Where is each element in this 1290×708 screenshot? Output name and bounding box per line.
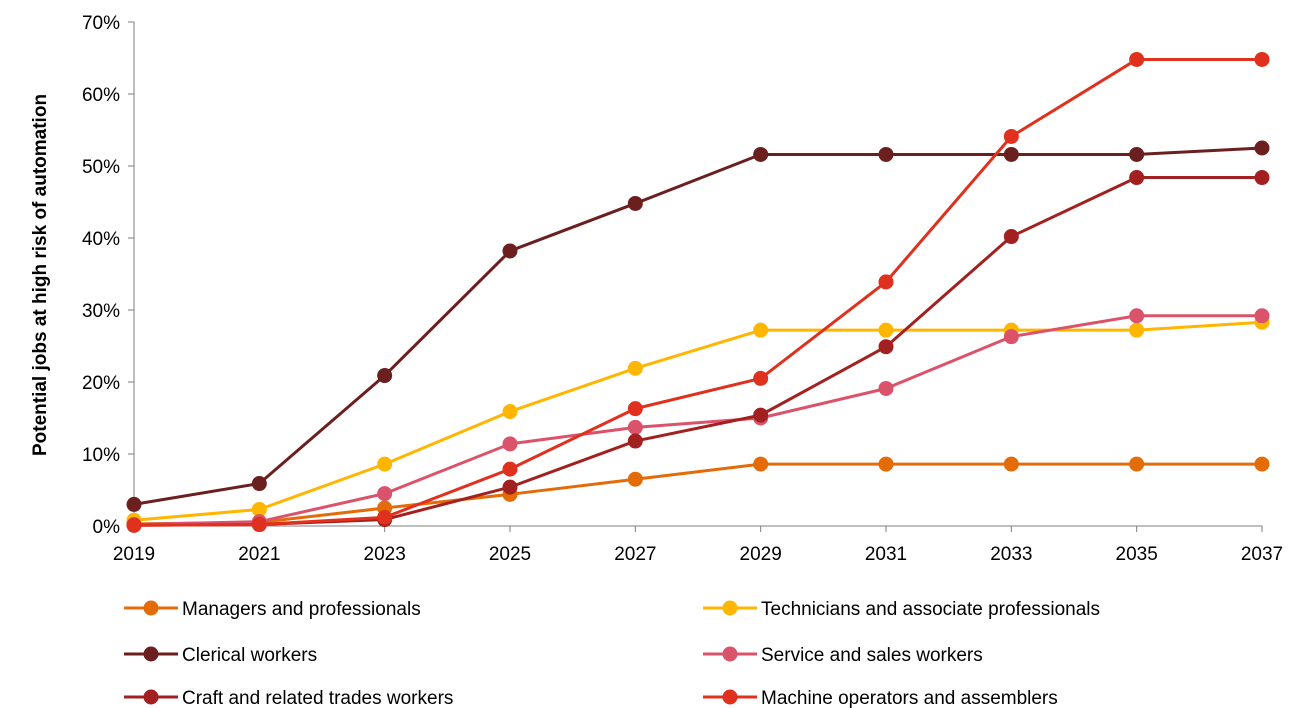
legend-label: Service and sales workers — [761, 645, 983, 666]
x-tick-label: 2033 — [990, 544, 1032, 565]
legend-label: Technicians and associate professionals — [761, 599, 1100, 620]
data-point — [1129, 456, 1145, 472]
data-point — [1129, 146, 1145, 162]
data-point — [251, 476, 267, 492]
data-point — [1003, 146, 1019, 162]
series-3 — [126, 308, 1270, 533]
x-tick-label: 2025 — [489, 544, 531, 565]
y-tick-label: 40% — [82, 229, 120, 250]
data-point — [1003, 456, 1019, 472]
data-point — [1254, 51, 1270, 67]
legend-label: Clerical workers — [182, 645, 317, 666]
legend: Managers and professionals Technicians an… — [124, 599, 1100, 708]
series-layer — [126, 51, 1270, 533]
y-tick-label: 70% — [82, 13, 120, 34]
data-point — [753, 322, 769, 338]
legend-item: Technicians and associate professionals — [703, 599, 1100, 620]
y-tick-label: 10% — [82, 445, 120, 466]
data-point — [878, 380, 894, 396]
data-point — [502, 479, 518, 495]
series-line — [133, 320, 1263, 522]
y-tick-label: 30% — [82, 301, 120, 322]
x-tick-label: 2035 — [1116, 544, 1158, 565]
x-tick-label: 2023 — [364, 544, 406, 565]
data-point — [126, 517, 142, 533]
data-point — [1129, 51, 1145, 67]
data-point — [377, 509, 393, 525]
legend-label: Managers and professionals — [182, 599, 421, 620]
data-point — [502, 436, 518, 452]
data-point — [126, 496, 142, 512]
data-point — [1003, 329, 1019, 345]
data-point — [627, 401, 643, 417]
x-tick-label: 2037 — [1241, 544, 1283, 565]
series-2 — [126, 140, 1270, 512]
data-point — [502, 404, 518, 420]
series-line — [133, 314, 1262, 527]
legend-swatch-marker — [143, 600, 159, 616]
data-point — [627, 419, 643, 435]
data-point — [502, 461, 518, 477]
data-point — [627, 195, 643, 211]
data-point — [878, 339, 894, 355]
data-point — [1254, 308, 1270, 324]
legend-label: Machine operators and assemblers — [761, 688, 1058, 708]
series-4 — [126, 170, 1270, 533]
data-point — [878, 146, 894, 162]
legend-item: Service and sales workers — [703, 645, 983, 666]
legend-item: Clerical workers — [124, 645, 317, 666]
legend-item: Craft and related trades workers — [124, 688, 453, 708]
series-line — [133, 57, 1262, 527]
legend-swatch-marker — [722, 689, 738, 705]
legend-swatch-marker — [722, 646, 738, 662]
data-point — [1003, 128, 1019, 144]
data-point — [251, 501, 267, 517]
data-point — [502, 243, 518, 259]
legend-item: Machine operators and assemblers — [703, 688, 1058, 708]
data-point — [753, 456, 769, 472]
data-point — [1254, 456, 1270, 472]
data-point — [1254, 170, 1270, 186]
data-point — [753, 146, 769, 162]
data-point — [1003, 229, 1019, 245]
legend-swatch-marker — [722, 600, 738, 616]
data-point — [377, 368, 393, 384]
legend-swatch-marker — [143, 646, 159, 662]
legend-swatch-marker — [143, 689, 159, 705]
data-point — [377, 456, 393, 472]
x-tick-label: 2019 — [113, 544, 155, 565]
data-point — [377, 486, 393, 502]
legend-item: Managers and professionals — [124, 599, 421, 620]
y-tick-label: 60% — [82, 85, 120, 106]
x-tick-label: 2027 — [614, 544, 656, 565]
data-point — [878, 322, 894, 338]
data-point — [1129, 308, 1145, 324]
data-point — [878, 456, 894, 472]
y-axis-label: Potential jobs at high risk of automatio… — [30, 94, 51, 456]
series-line — [133, 462, 1262, 526]
y-tick-label: 50% — [82, 157, 120, 178]
data-point — [1129, 170, 1145, 186]
data-point — [1129, 322, 1145, 338]
x-tick-label: 2021 — [238, 544, 280, 565]
data-point — [753, 407, 769, 423]
data-point — [627, 433, 643, 449]
data-point — [753, 370, 769, 386]
x-tick-label: 2029 — [740, 544, 782, 565]
y-tick-label: 20% — [82, 373, 120, 394]
legend-label: Craft and related trades workers — [182, 688, 453, 708]
x-tick-label: 2031 — [865, 544, 907, 565]
y-tick-label: 0% — [93, 517, 121, 538]
data-point — [878, 274, 894, 290]
series-line — [133, 146, 1263, 506]
chart-axes: 0% 10% 20% 30% 40% 50% 60% 70% 2019 2021 2023 2025 2… — [82, 13, 1283, 565]
data-point — [627, 471, 643, 487]
data-point — [627, 360, 643, 376]
series-5 — [126, 51, 1270, 533]
data-point — [1254, 140, 1270, 156]
data-point — [251, 517, 267, 533]
